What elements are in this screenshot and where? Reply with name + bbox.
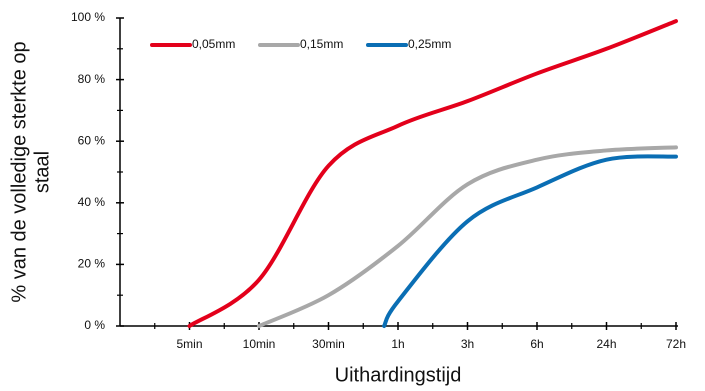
y-tick-label: 0 % xyxy=(84,318,105,332)
x-tick-label: 5min xyxy=(176,337,202,351)
x-tick-label: 24h xyxy=(596,337,616,351)
legend-label: 0,05mm xyxy=(192,37,235,51)
y-axis-title: % van de volledige sterkte op xyxy=(8,41,30,302)
y-axis-title: staal xyxy=(31,151,53,193)
line xyxy=(382,154,678,328)
y-tick-label: 80 % xyxy=(78,72,106,86)
x-tick-label: 1h xyxy=(391,337,404,351)
y-tick-label: 60 % xyxy=(78,133,106,147)
line xyxy=(257,145,678,328)
x-axis-title: Uithardingstijd xyxy=(335,364,462,386)
y-tick-label: 20 % xyxy=(78,257,106,271)
x-tick-label: 3h xyxy=(461,337,474,351)
legend-label: 0,25mm xyxy=(408,37,451,51)
x-tick-label: 10min xyxy=(243,337,276,351)
line xyxy=(187,19,678,328)
y-tick-label: 100 % xyxy=(71,10,105,24)
x-tick-label: 6h xyxy=(530,337,543,351)
legend-label: 0,15mm xyxy=(300,37,343,51)
x-tick-label: 30min xyxy=(312,337,345,351)
x-tick-label: 72h xyxy=(666,337,686,351)
y-tick-label: 40 % xyxy=(78,195,106,209)
